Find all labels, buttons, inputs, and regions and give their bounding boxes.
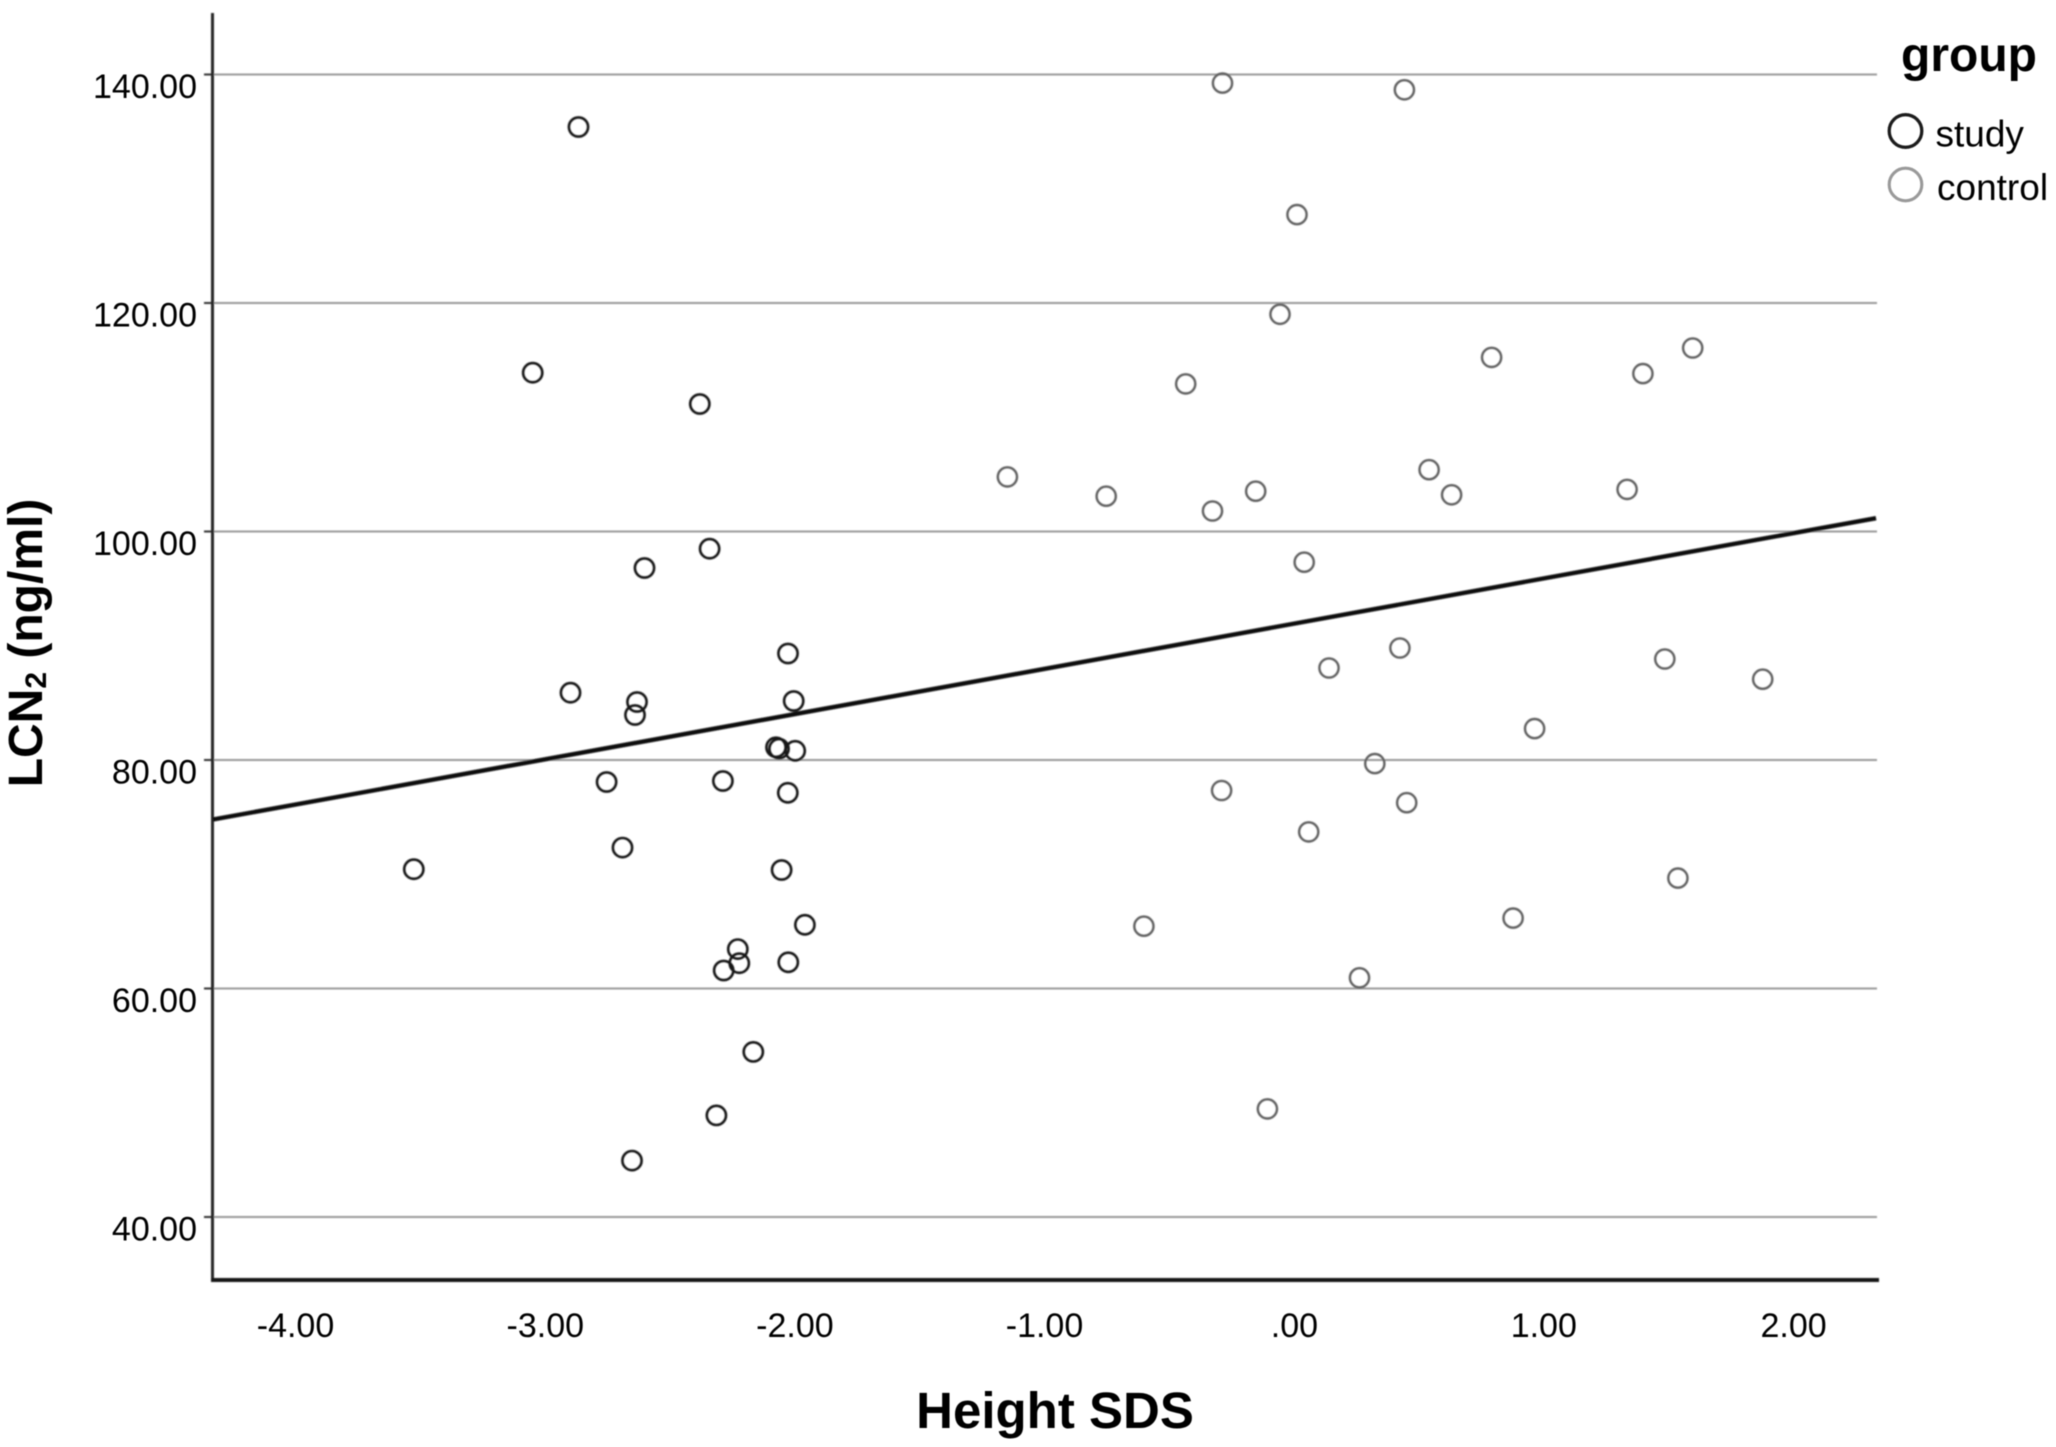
svg-text:-3.00: -3.00 [507, 1307, 585, 1345]
svg-text:.00: .00 [1271, 1307, 1318, 1345]
svg-text:-1.00: -1.00 [1006, 1307, 1084, 1345]
svg-text:control: control [1937, 167, 2048, 208]
svg-text:80.00: 80.00 [112, 754, 197, 792]
svg-text:LCN2 (ng/ml): LCN2 (ng/ml) [0, 499, 53, 788]
svg-text:140.00: 140.00 [93, 68, 197, 106]
svg-text:study: study [1936, 114, 2025, 155]
svg-text:Height SDS: Height SDS [916, 1382, 1194, 1439]
svg-text:100.00: 100.00 [93, 525, 197, 563]
svg-text:-2.00: -2.00 [756, 1307, 834, 1345]
svg-text:120.00: 120.00 [93, 297, 197, 335]
svg-text:1.00: 1.00 [1511, 1307, 1577, 1345]
svg-text:60.00: 60.00 [112, 982, 197, 1020]
svg-text:40.00: 40.00 [112, 1211, 197, 1249]
svg-text:group: group [1901, 29, 2037, 82]
svg-text:2.00: 2.00 [1761, 1307, 1827, 1345]
svg-text:-4.00: -4.00 [257, 1307, 335, 1345]
